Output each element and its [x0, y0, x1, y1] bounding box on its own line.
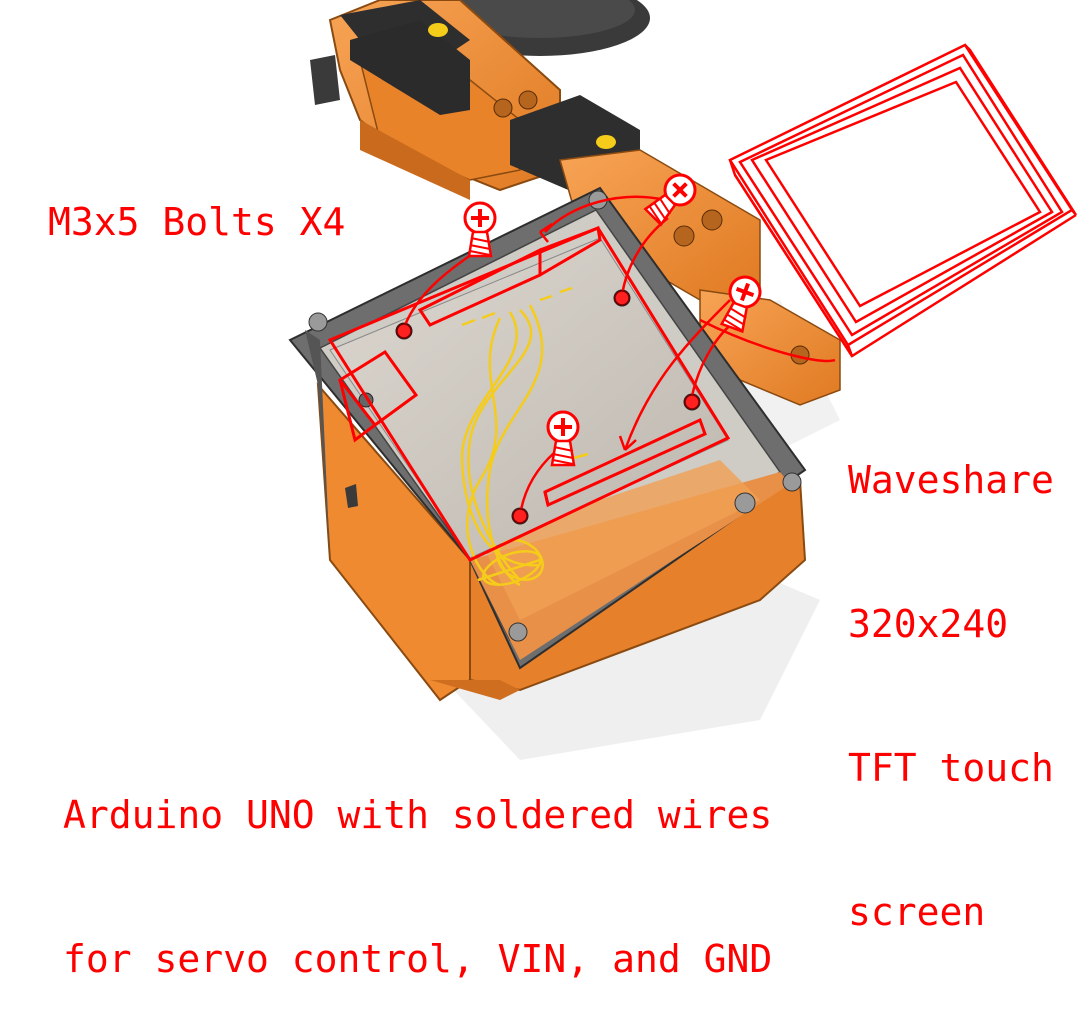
assembly-diagram: [288, 0, 1078, 760]
arduino-label-line: for servo control, VIN, and GND: [63, 937, 773, 981]
board-outline: [327, 225, 731, 562]
bolt-hole-markers: [396, 290, 700, 524]
screen-label: Waveshare 320x240 TFT touch screen: [848, 360, 1054, 984]
screen-label-line: Waveshare: [848, 458, 1054, 502]
screen-label-line: screen: [848, 890, 986, 934]
arduino-label: Arduino UNO with soldered wires for serv…: [63, 695, 772, 1031]
servo-base: [310, 0, 841, 406]
tft-screen-outline: [728, 43, 1078, 358]
screw-icon: [546, 410, 580, 467]
screw-icon: [463, 201, 497, 258]
bolts-label: M3x5 Bolts X4: [48, 200, 346, 244]
arduino-label-line: Arduino UNO with soldered wires: [63, 793, 773, 837]
screen-label-line: 320x240: [848, 602, 1009, 646]
screen-label-line: TFT touch: [848, 746, 1054, 790]
leader-arrows: [403, 195, 836, 511]
